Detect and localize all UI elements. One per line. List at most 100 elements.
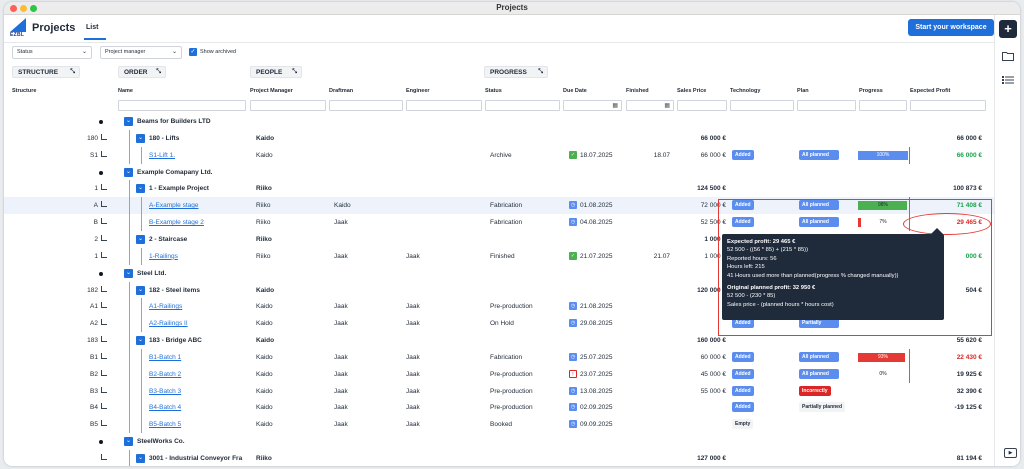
- item-row[interactable]: B5 B5-Batch 5 Kaido Jaak Jaak Booked ◷ 09.09.20…: [4, 416, 994, 434]
- client-row[interactable]: ⌄ SteelWorks Co.: [4, 433, 994, 450]
- project-name[interactable]: 2 - Staircase: [149, 235, 188, 243]
- status-filter-input[interactable]: [485, 100, 560, 111]
- item-link[interactable]: B3-Batch 3: [149, 387, 182, 395]
- project-name[interactable]: 182 - Steel items: [149, 286, 200, 294]
- item-row[interactable]: B2 B2-Batch 2 Kaido Jaak Jaak Pre-production!…: [4, 365, 994, 383]
- item-row[interactable]: A A-Example stage Riiko Kaido Fabrication ◷ 01…: [4, 197, 994, 215]
- collapse-icon[interactable]: ⤡: [156, 69, 161, 75]
- item-link[interactable]: B-Example stage 2: [149, 219, 204, 227]
- plan-badge[interactable]: Partially planned: [799, 318, 839, 336]
- sales-filter-input[interactable]: [677, 100, 727, 111]
- collapse-icon[interactable]: ⤡: [292, 69, 297, 75]
- project-row[interactable]: ⌄ 183 - Bridge ABC Kaido 160 000 € 55 620 € 1…: [4, 332, 994, 350]
- item-link[interactable]: S1-Lift 1.: [149, 151, 176, 159]
- item-link[interactable]: A-Example stage: [149, 202, 199, 210]
- minimize-window-button[interactable]: [20, 5, 27, 12]
- technology-badge[interactable]: Empty: [732, 419, 754, 430]
- col-technology[interactable]: Technology: [730, 88, 761, 94]
- close-window-button[interactable]: [10, 5, 17, 12]
- group-structure[interactable]: STRUCTURE ⤡: [12, 66, 80, 78]
- technology-badge[interactable]: Added: [732, 385, 754, 396]
- finished-filter-input[interactable]: ▦: [626, 100, 674, 111]
- col-project-manager[interactable]: Project Manager: [250, 88, 293, 94]
- item-row[interactable]: S1 S1-Lift 1. Kaido Archive ✓ 18.07.2025 18.07…: [4, 146, 994, 164]
- tab-list[interactable]: List: [86, 24, 99, 31]
- list-icon[interactable]: [1002, 75, 1014, 85]
- col-name[interactable]: Name: [118, 88, 133, 94]
- col-engineer[interactable]: Engineer: [406, 88, 430, 94]
- col-plan[interactable]: Plan: [797, 88, 809, 94]
- maximize-window-button[interactable]: [30, 5, 37, 12]
- status-filter[interactable]: Status ⌄: [12, 46, 92, 59]
- calendar-icon[interactable]: ▦: [612, 103, 618, 109]
- progress-filter-input[interactable]: [859, 100, 907, 111]
- client-row[interactable]: ⌄ Steel Ltd.: [4, 265, 994, 282]
- add-icon[interactable]: +: [999, 20, 1017, 38]
- folder-icon[interactable]: [1002, 51, 1014, 61]
- item-link[interactable]: 1-Railings: [149, 252, 178, 260]
- collapse-icon[interactable]: ⤡: [538, 69, 543, 75]
- profit-filter-input[interactable]: [910, 100, 986, 111]
- project-row[interactable]: ⌄ 182 - Steel items Kaido 120 000 € 504 € 182: [4, 281, 994, 299]
- col-expected-profit[interactable]: Expected Profit: [910, 88, 951, 94]
- group-progress[interactable]: PROGRESS ⤡: [484, 66, 548, 78]
- name-filter-input[interactable]: [118, 100, 246, 111]
- item-row[interactable]: 1 1-Railings Riiko Jaak Jaak Finished ✓ 21.07.2…: [4, 247, 994, 265]
- technology-badge[interactable]: Added: [732, 217, 754, 228]
- client-row[interactable]: ⌄ Example Comapany Ltd.: [4, 164, 994, 181]
- plan-badge[interactable]: All planned: [799, 368, 839, 379]
- col-due-date[interactable]: Due Date: [563, 88, 587, 94]
- technology-badge[interactable]: Added: [732, 200, 754, 211]
- draftman-filter-input[interactable]: [329, 100, 403, 111]
- plan-badge[interactable]: All planned: [799, 217, 839, 228]
- col-structure[interactable]: Structure: [12, 88, 37, 94]
- due-date-filter-input[interactable]: ▦: [563, 100, 622, 111]
- item-link[interactable]: B2-Batch 2: [149, 370, 182, 378]
- expand-icon[interactable]: ⌄: [124, 167, 133, 177]
- show-archived-checkbox[interactable]: ✓: [189, 48, 197, 56]
- project-name[interactable]: 1 - Example Project: [149, 185, 209, 193]
- item-link[interactable]: A2-Railings II: [149, 320, 188, 328]
- chat-icon[interactable]: ▶: [1004, 448, 1017, 458]
- item-row[interactable]: B3 B3-Batch 3 Kaido Jaak Jaak Pre-production ◷…: [4, 382, 994, 400]
- expand-icon[interactable]: ⌄: [124, 268, 133, 278]
- plan-badge[interactable]: Partially planned: [799, 402, 846, 413]
- engineer-filter-input[interactable]: [406, 100, 482, 111]
- plan-badge[interactable]: All planned: [799, 351, 839, 362]
- plan-badge[interactable]: All planned: [799, 149, 839, 160]
- col-status[interactable]: Status: [485, 88, 502, 94]
- expand-icon[interactable]: ⌄: [124, 117, 133, 126]
- expand-icon[interactable]: ⌄: [136, 184, 145, 194]
- pm-filter-input[interactable]: [250, 100, 326, 111]
- expand-icon[interactable]: ⌄: [136, 336, 145, 346]
- item-link[interactable]: A1-Railings: [149, 303, 183, 311]
- col-progress[interactable]: Progress: [859, 88, 883, 94]
- col-sales-price[interactable]: Sales Price: [677, 88, 707, 94]
- expand-icon[interactable]: ⌄: [124, 437, 133, 447]
- item-link[interactable]: B5-Batch 5: [149, 421, 182, 429]
- technology-filter-input[interactable]: [730, 100, 794, 111]
- project-row[interactable]: ⌄ 3001 - Industrial Conveyor Fra Riiko 127 …: [4, 450, 994, 466]
- plan-badge[interactable]: All planned: [799, 200, 839, 211]
- col-finished[interactable]: Finished: [626, 88, 649, 94]
- project-row[interactable]: ⌄ 2 - Staircase Riiko 1 000 € 2: [4, 230, 994, 248]
- project-row[interactable]: ⌄ 180 - Lifts Kaido 66 000 € 66 000 € 180: [4, 129, 994, 147]
- technology-badge[interactable]: Added: [732, 351, 754, 362]
- group-order[interactable]: ORDER ⤡: [118, 66, 166, 78]
- collapse-icon[interactable]: ⤡: [70, 69, 75, 75]
- plan-badge[interactable]: Incorrectly: [799, 385, 831, 396]
- technology-badge[interactable]: Added: [732, 149, 754, 160]
- technology-badge[interactable]: Added: [732, 318, 754, 329]
- plan-filter-input[interactable]: [797, 100, 856, 111]
- project-name[interactable]: 180 - Lifts: [149, 134, 180, 142]
- col-draftman[interactable]: Draftman: [329, 88, 354, 94]
- client-row[interactable]: ⌄ Beams for Builders LTD: [4, 113, 994, 130]
- item-row[interactable]: A2 A2-Railings II Kaido Jaak Jaak On Hold ◷ 29.…: [4, 315, 994, 336]
- project-name[interactable]: 3001 - Industrial Conveyor Fra: [149, 455, 243, 462]
- expand-icon[interactable]: ⌄: [136, 234, 145, 244]
- item-row[interactable]: B1 B1-Batch 1 Kaido Jaak Jaak Fabrication ◷ 25.…: [4, 348, 994, 366]
- item-link[interactable]: B4-Batch 4: [149, 404, 182, 412]
- project-manager-filter[interactable]: Project manager ⌄: [100, 46, 182, 59]
- item-link[interactable]: B1-Batch 1: [149, 353, 182, 361]
- technology-badge[interactable]: Added: [732, 368, 754, 379]
